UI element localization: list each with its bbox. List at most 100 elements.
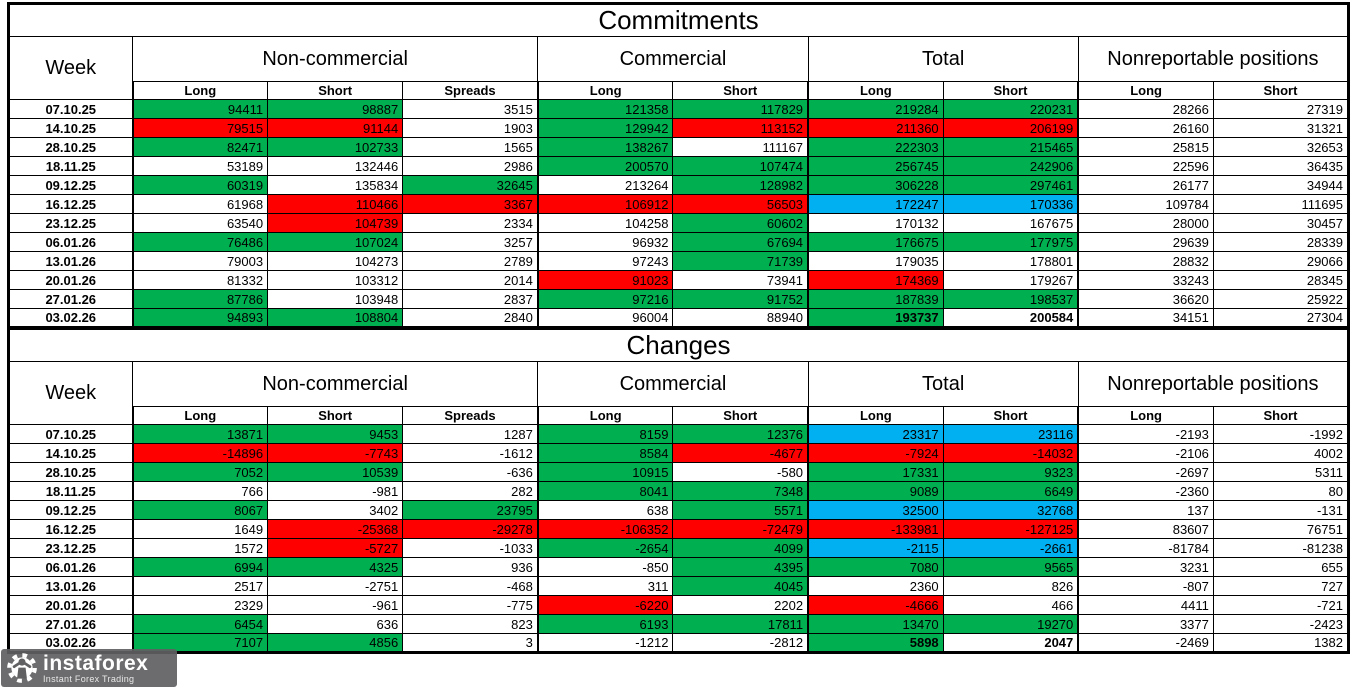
week-label: 28.10.25 — [8, 462, 133, 482]
table-title-commitments: Commitments — [8, 3, 1349, 37]
group-header-commercial: Commercial — [537, 361, 809, 407]
group-header-non-commercial: Non-commercial — [131, 361, 539, 407]
data-cell: -29278 — [402, 519, 539, 539]
watermark-tagline: Instant Forex Trading — [43, 673, 135, 684]
data-cell: 178801 — [942, 251, 1079, 271]
data-cell: 6193 — [536, 614, 674, 634]
data-cell: -7924 — [807, 443, 944, 463]
data-cell: 10539 — [267, 462, 404, 482]
data-cell: 27304 — [1212, 308, 1350, 328]
data-cell: 6649 — [942, 481, 1079, 501]
data-cell: 1382 — [1212, 633, 1350, 653]
group-header-commercial: Commercial — [537, 36, 809, 82]
data-cell: -133981 — [807, 519, 944, 539]
data-cell: 179267 — [942, 270, 1079, 290]
data-cell: 2047 — [942, 633, 1079, 653]
table-row: 20.01.26 2329 -961 -775 -6220 2202 -4666 466 441… — [8, 595, 1350, 615]
table-row: 06.01.26 76486 107024 3257 96932 67694 176675 1… — [8, 232, 1350, 252]
data-cell: -775 — [402, 595, 539, 615]
data-cell: -2751 — [267, 576, 404, 596]
data-cell: 638 — [536, 500, 674, 520]
data-cell: 7052 — [131, 462, 269, 482]
data-cell: -1212 — [536, 633, 674, 653]
week-label: 13.01.26 — [8, 576, 133, 596]
data-cell: 80 — [1212, 481, 1350, 501]
data-cell: 2840 — [402, 308, 539, 328]
data-cell: 30457 — [1212, 213, 1350, 233]
data-cell: -2654 — [536, 538, 674, 558]
data-cell: 3257 — [402, 232, 539, 252]
data-cell: 91144 — [267, 118, 404, 138]
table-row: 20.01.26 81332 103312 2014 91023 73941 174369 1… — [8, 270, 1350, 290]
data-cell: 109784 — [1077, 194, 1214, 214]
data-cell: 936 — [402, 557, 539, 577]
table-row: 07.10.25 94411 98887 3515 121358 117829 219284… — [8, 99, 1350, 119]
data-cell: 2334 — [402, 213, 539, 233]
data-cell: 10915 — [536, 462, 674, 482]
data-cell: 3377 — [1077, 614, 1214, 634]
data-cell: 34944 — [1212, 175, 1350, 195]
data-cell: 3367 — [402, 194, 539, 214]
sub-header-spreads: Spreads — [402, 81, 539, 100]
data-cell: 2837 — [402, 289, 539, 309]
gear-person-icon — [7, 653, 37, 683]
data-cell: 107474 — [672, 156, 809, 176]
data-cell: 94411 — [131, 99, 269, 119]
data-cell: 9089 — [807, 481, 944, 501]
data-cell: 135834 — [267, 175, 404, 195]
data-cell: 8067 — [131, 500, 269, 520]
table-row: 23.12.25 1572 -5727 -1033 -2654 4099 -2115 -266… — [8, 538, 1350, 558]
data-cell: 2986 — [402, 156, 539, 176]
week-label: 14.10.25 — [8, 443, 133, 463]
data-cell: 297461 — [942, 175, 1079, 195]
data-cell: 215465 — [942, 137, 1079, 157]
data-cell: 211360 — [807, 118, 944, 138]
data-cell: 33243 — [1077, 270, 1214, 290]
data-cell: 94893 — [131, 308, 269, 328]
data-cell: 107024 — [267, 232, 404, 252]
week-label: 03.02.26 — [8, 633, 133, 653]
data-cell: 26177 — [1077, 175, 1214, 195]
data-cell: 138267 — [536, 137, 674, 157]
data-cell: 4856 — [267, 633, 404, 653]
table-row: 27.01.26 6454 636 823 6193 17811 13470 19270 337… — [8, 614, 1350, 634]
data-cell: -2697 — [1077, 462, 1214, 482]
data-cell: -81238 — [1212, 538, 1350, 558]
week-label: 20.01.26 — [8, 270, 133, 290]
data-cell: 9453 — [267, 424, 404, 444]
group-header-total: Total — [807, 36, 1079, 82]
data-cell: -2106 — [1077, 443, 1214, 463]
data-cell: 103312 — [267, 270, 404, 290]
data-cell: 206199 — [942, 118, 1079, 138]
data-cell: 2329 — [131, 595, 269, 615]
data-cell: -850 — [536, 557, 674, 577]
week-label: 16.12.25 — [8, 519, 133, 539]
data-cell: 28000 — [1077, 213, 1214, 233]
data-cell: 466 — [942, 595, 1079, 615]
data-cell: 200584 — [942, 308, 1079, 328]
week-label: 27.01.26 — [8, 614, 133, 634]
data-cell: 1649 — [131, 519, 269, 539]
sub-header-short: Short — [1212, 81, 1350, 100]
data-cell: 7348 — [672, 481, 809, 501]
data-cell: 103948 — [267, 289, 404, 309]
week-label: 18.11.25 — [8, 481, 133, 501]
data-cell: 32645 — [402, 175, 539, 195]
table-row: 14.10.25 79515 91144 1903 129942 113152 211360… — [8, 118, 1350, 138]
data-cell: 766 — [131, 481, 269, 501]
sub-header-long: Long — [131, 81, 269, 100]
data-cell: -580 — [672, 462, 809, 482]
data-cell: 213264 — [536, 175, 674, 195]
data-cell: 4045 — [672, 576, 809, 596]
data-cell: 32653 — [1212, 137, 1350, 157]
data-cell: 79515 — [131, 118, 269, 138]
data-cell: 636 — [267, 614, 404, 634]
data-cell: 28266 — [1077, 99, 1214, 119]
table-row: 09.12.25 8067 3402 23795 638 5571 32500 32768 13… — [8, 500, 1350, 520]
week-label: 09.12.25 — [8, 500, 133, 520]
data-cell: 8584 — [536, 443, 674, 463]
data-cell: 36620 — [1077, 289, 1214, 309]
data-cell: 132446 — [267, 156, 404, 176]
week-label: 23.12.25 — [8, 538, 133, 558]
data-cell: 2517 — [131, 576, 269, 596]
